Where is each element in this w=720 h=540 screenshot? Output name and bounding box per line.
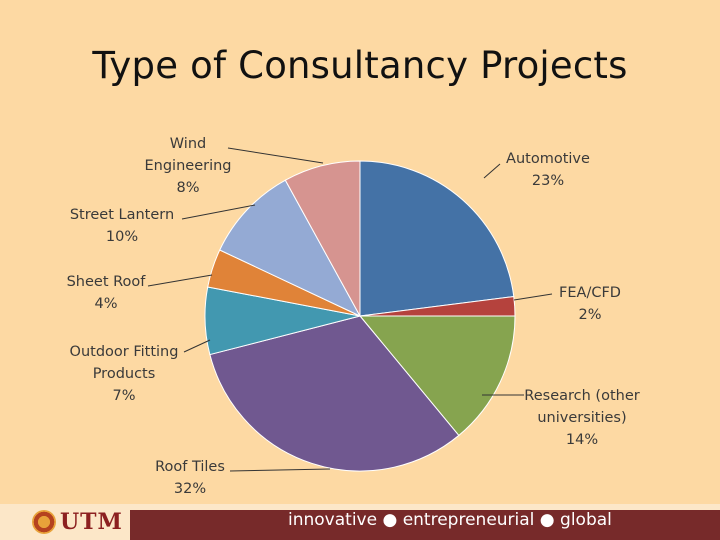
data-label-automotive: Automotive 23% (506, 151, 590, 189)
pie-slice-research-other-universities (358, 315, 516, 437)
footer (0, 504, 720, 540)
data-label-outdoor-fitting-products: Outdoor Fitting Products 7% (70, 344, 179, 404)
pie-slice-wind-engineering (284, 160, 361, 317)
leader-line (513, 293, 553, 301)
data-label-research-other-universities: Research (other universities) 14% (524, 388, 639, 448)
footer-band (130, 510, 720, 540)
data-label-sheet-roof: Sheet Roof 4% (67, 274, 147, 312)
leader-line (147, 274, 213, 287)
page-title: Type of Consultancy Projects (92, 44, 628, 87)
data-label-roof-tiles: Roof Tiles 32% (155, 459, 225, 497)
data-label-wind-engineering: Wind Engineering 8% (145, 136, 232, 196)
leader-line (483, 163, 501, 179)
pie-slice-automotive (359, 160, 515, 317)
footer-tagline: innovative ● entrepreneurial ● global (288, 510, 612, 530)
utm-seal-icon (32, 510, 56, 534)
data-label-street-lantern: Street Lantern 10% (70, 207, 174, 245)
pie-slice-roof-tiles (209, 315, 460, 472)
leader-line (227, 147, 324, 164)
pie-slice-street-lantern (219, 179, 362, 318)
leader-line (229, 468, 331, 472)
logo-text: UTM (60, 509, 123, 535)
data-label-fea-cfd: FEA/CFD 2% (559, 285, 621, 323)
leader-line (183, 339, 211, 353)
leader-line (181, 204, 256, 220)
utm-logo: UTM (32, 507, 123, 537)
pie-chart: Automotive 23% FEA/CFD 2% Research (other uni… (67, 136, 640, 497)
